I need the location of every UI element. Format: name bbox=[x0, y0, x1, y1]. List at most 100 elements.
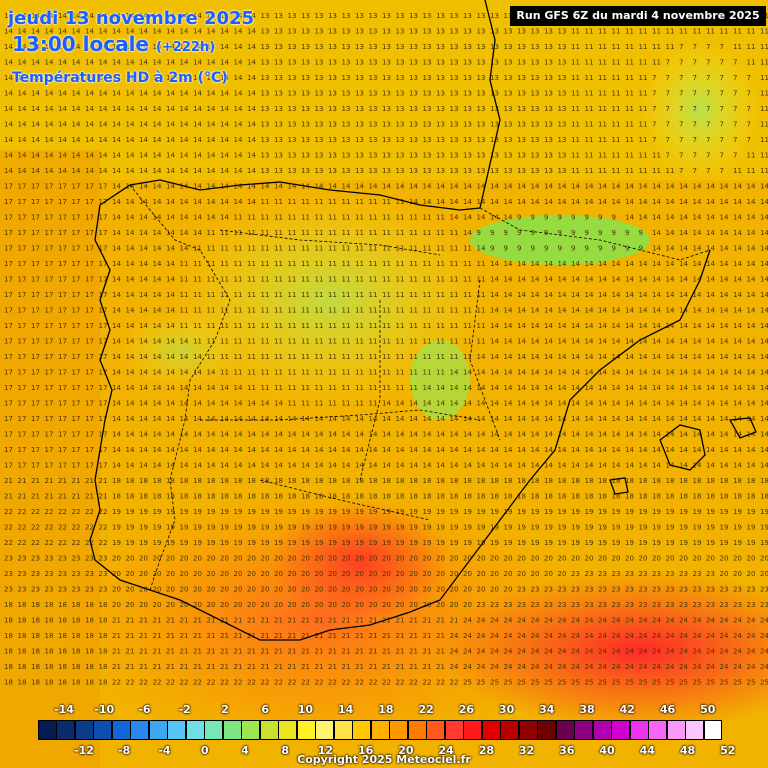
grid-value: 18 bbox=[625, 493, 634, 501]
grid-value: 13 bbox=[423, 43, 432, 51]
grid-value: 13 bbox=[342, 105, 351, 113]
grid-value: 24 bbox=[625, 632, 634, 640]
grid-value: 24 bbox=[612, 632, 621, 640]
grid-value: 11 bbox=[409, 245, 418, 253]
grid-value: 18 bbox=[58, 601, 67, 609]
grid-value: 19 bbox=[558, 508, 567, 516]
grid-value: 17 bbox=[31, 183, 40, 191]
grid-value: 11 bbox=[261, 214, 270, 222]
region-border-2 bbox=[200, 409, 481, 421]
grid-value: 20 bbox=[193, 555, 202, 563]
grid-value: 14 bbox=[166, 369, 175, 377]
grid-value: 13 bbox=[342, 12, 351, 20]
grid-value: 11 bbox=[639, 90, 648, 98]
grid-value: 14 bbox=[598, 338, 607, 346]
grid-value: 19 bbox=[652, 508, 661, 516]
grid-value: 14 bbox=[139, 384, 148, 392]
grid-value: 11 bbox=[760, 152, 768, 160]
grid-value: 24 bbox=[490, 632, 499, 640]
grid-value: 14 bbox=[220, 74, 229, 82]
grid-value: 7 bbox=[720, 59, 724, 67]
grid-value: 18 bbox=[99, 648, 108, 656]
west-coast bbox=[89, 204, 151, 591]
grid-value: 14 bbox=[207, 105, 216, 113]
grid-value: 14 bbox=[652, 229, 661, 237]
grid-value: 11 bbox=[315, 260, 324, 268]
grid-value: 11 bbox=[409, 353, 418, 361]
grid-value: 14 bbox=[85, 59, 94, 67]
grid-value: 11 bbox=[585, 136, 594, 144]
grid-value: 21 bbox=[18, 477, 27, 485]
grid-value: 11 bbox=[612, 136, 621, 144]
grid-value: 23 bbox=[585, 570, 594, 578]
grid-value: 18 bbox=[436, 493, 445, 501]
grid-value: 11 bbox=[760, 90, 768, 98]
grid-value: 20 bbox=[301, 570, 310, 578]
grid-value: 19 bbox=[315, 539, 324, 547]
grid-value: 14 bbox=[180, 198, 189, 206]
grid-value: 21 bbox=[193, 648, 202, 656]
grid-value: 20 bbox=[247, 555, 256, 563]
legend-swatch bbox=[685, 720, 704, 740]
grid-value: 11 bbox=[369, 369, 378, 377]
grid-value: 17 bbox=[31, 291, 40, 299]
grid-value: 23 bbox=[720, 601, 729, 609]
grid-value: 23 bbox=[31, 555, 40, 563]
grid-value: 11 bbox=[463, 307, 472, 315]
grid-value: 21 bbox=[153, 663, 162, 671]
grid-value: 13 bbox=[463, 28, 472, 36]
grid-value: 11 bbox=[247, 291, 256, 299]
grid-value: 14 bbox=[517, 260, 526, 268]
grid-value: 18 bbox=[45, 617, 54, 625]
grid-value: 24 bbox=[693, 648, 702, 656]
grid-value: 13 bbox=[531, 136, 540, 144]
grid-value: 14 bbox=[126, 136, 135, 144]
grid-value: 14 bbox=[126, 384, 135, 392]
grid-value: 11 bbox=[274, 338, 283, 346]
grid-value: 23 bbox=[4, 555, 13, 563]
grid-value: 14 bbox=[45, 12, 54, 20]
grid-value: 25 bbox=[747, 679, 756, 687]
grid-value: 14 bbox=[652, 260, 661, 268]
grid-value: 14 bbox=[112, 260, 121, 268]
grid-value: 14 bbox=[18, 105, 27, 113]
grid-value: 11 bbox=[315, 229, 324, 237]
grid-value: 14 bbox=[639, 415, 648, 423]
grid-value: 14 bbox=[72, 167, 81, 175]
grid-value: 7 bbox=[693, 167, 697, 175]
grid-value: 11 bbox=[423, 214, 432, 222]
grid-value: 7 bbox=[666, 59, 670, 67]
grid-value: 14 bbox=[180, 74, 189, 82]
grid-value: 14 bbox=[4, 90, 13, 98]
grid-value: 14 bbox=[85, 121, 94, 129]
grid-value: 19 bbox=[450, 539, 459, 547]
legend-label-bottom: -12 bbox=[74, 744, 94, 757]
grid-value: 14 bbox=[612, 400, 621, 408]
grid-value: 21 bbox=[369, 663, 378, 671]
grid-value: 14 bbox=[666, 245, 675, 253]
grid-value: 11 bbox=[396, 229, 405, 237]
grid-value: 13 bbox=[355, 167, 364, 175]
grid-value: 11 bbox=[315, 353, 324, 361]
grid-value: 23 bbox=[612, 601, 621, 609]
grid-value: 14 bbox=[544, 353, 553, 361]
grid-value: 14 bbox=[639, 291, 648, 299]
grid-value: 11 bbox=[301, 198, 310, 206]
grid-value: 14 bbox=[31, 152, 40, 160]
grid-value: 19 bbox=[720, 508, 729, 516]
grid-value: 18 bbox=[625, 477, 634, 485]
grid-value: 14 bbox=[153, 415, 162, 423]
grid-value: 14 bbox=[571, 322, 580, 330]
grid-value: 14 bbox=[261, 400, 270, 408]
grid-value: 14 bbox=[126, 400, 135, 408]
grid-value: 14 bbox=[760, 384, 768, 392]
grid-value: 11 bbox=[301, 276, 310, 284]
grid-value: 14 bbox=[625, 214, 634, 222]
grid-value: 13 bbox=[504, 90, 513, 98]
grid-value: 11 bbox=[598, 121, 607, 129]
legend-label-bottom: 32 bbox=[519, 744, 534, 757]
grid-value: 14 bbox=[220, 105, 229, 113]
grid-value: 21 bbox=[247, 663, 256, 671]
grid-value: 11 bbox=[234, 322, 243, 330]
grid-value: 14 bbox=[153, 462, 162, 470]
